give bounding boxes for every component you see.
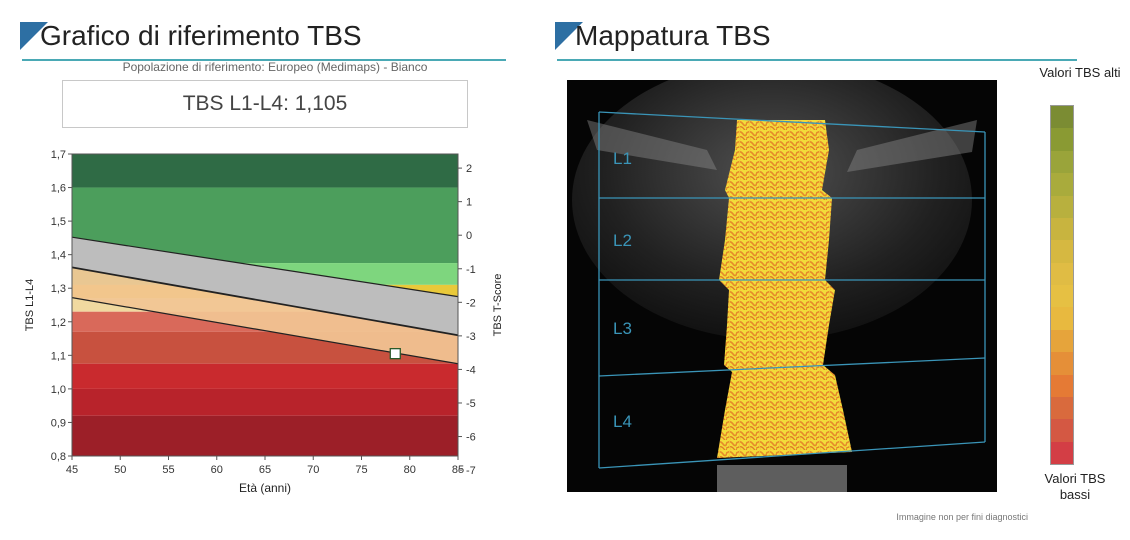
colorbar-segment — [1051, 173, 1073, 196]
vertebral-body-texture — [717, 120, 852, 458]
x-tick-label: 75 — [355, 464, 367, 476]
reference-line-mean — [71, 266, 459, 337]
reference-chart-title: Grafico di riferimento TBS — [40, 20, 362, 51]
tscore-band — [72, 388, 458, 416]
title-underline — [557, 59, 1077, 61]
rib-shadow — [587, 120, 717, 170]
y2-tick-label: -2 — [466, 297, 476, 309]
reference-upper-area — [72, 237, 458, 336]
colorbar-segment — [1051, 262, 1073, 285]
y2-tick-label: -7 — [466, 465, 476, 477]
colorbar-segment — [1051, 419, 1073, 442]
pelvis-shadow — [717, 465, 847, 492]
y-axis-label: TBS L1-L4 — [24, 279, 36, 332]
x-tick-label: 50 — [114, 464, 126, 476]
colorbar-segment — [1051, 217, 1073, 241]
colorbar-segment — [1051, 396, 1073, 420]
y-tick-label: 1,0 — [51, 384, 66, 396]
y2-tick-label: -4 — [466, 364, 476, 376]
patient-point-marker — [389, 348, 401, 360]
colorbar-segment — [1051, 352, 1073, 375]
tbs-colorbar — [1050, 105, 1074, 465]
colorbar-segment — [1051, 128, 1073, 151]
y-tick-label: 1,2 — [51, 317, 66, 329]
colorbar-segment — [1051, 195, 1073, 218]
y2-tick-label: -6 — [466, 432, 476, 444]
y2-axis-label: TBS T-Score — [492, 274, 504, 337]
x-axis-label: Età (anni) — [239, 481, 291, 495]
colorbar-segment — [1051, 441, 1073, 464]
y2-tick-label: 0 — [466, 230, 472, 242]
y2-tick-label: -5 — [466, 398, 476, 410]
title-underline — [22, 59, 506, 61]
y2-tick-label: 2 — [466, 163, 472, 175]
colorbar-segment — [1051, 240, 1073, 263]
vertebra-line — [598, 357, 986, 377]
colorbar-segment — [1051, 106, 1073, 129]
y-tick-label: 1,4 — [51, 250, 66, 262]
y-tick-label: 1,5 — [51, 216, 66, 228]
rib-shadow — [847, 120, 977, 172]
spine-image: L1 L2 L3 L4 — [567, 80, 997, 492]
tbs-reference-chart: 0,8 0,9 1,0 1,1 1,2 1,3 1,4 1,5 1,6 1,7 45 50 55 60 65… — [24, 149, 504, 495]
y-tick-label: 1,1 — [51, 350, 66, 362]
y-tick-label: 0,9 — [51, 417, 66, 429]
title-triangle-icon — [20, 22, 48, 50]
legend-low-label: Valori TBS bassi — [1044, 471, 1106, 502]
x-tick-label: 70 — [307, 464, 319, 476]
colorbar-segment — [1051, 285, 1073, 308]
colorbar-segment — [1051, 329, 1073, 353]
reference-line-upper — [71, 236, 459, 298]
reference-chart-header: Grafico di riferimento TBS — [0, 18, 520, 61]
reference-lower-area — [72, 267, 458, 364]
colorbar-segment — [1051, 307, 1073, 330]
tscore-band — [72, 415, 458, 456]
colorbar-segment — [1051, 374, 1073, 397]
x-tick-label: 45 — [66, 464, 78, 476]
reference-population-subtitle: Popolazione di riferimento: Europeo (Med… — [122, 60, 428, 74]
vertebra-label-l3: L3 — [613, 319, 632, 338]
tbs-map-title: Mappatura TBS — [575, 20, 771, 51]
legend-high-label: Valori TBS alti — [1039, 65, 1121, 80]
tbs-map-header: Mappatura TBS — [535, 18, 1095, 61]
vertebra-label-l2: L2 — [613, 231, 632, 250]
y2-tick-label: -3 — [466, 331, 476, 343]
tbs-value-box: TBS L1-L4: 1,105 — [62, 80, 468, 128]
y-tick-label: 1,3 — [51, 283, 66, 295]
y2-tick-label: 1 — [466, 197, 472, 209]
tbs-spine-scan: L1 L2 L3 L4 — [567, 80, 997, 492]
vertebra-line — [598, 111, 986, 133]
title-triangle-icon — [555, 22, 583, 50]
tscore-band — [72, 363, 458, 389]
y-tick-label: 1,6 — [51, 183, 66, 195]
y2-tick-label: -1 — [466, 264, 476, 276]
x-tick-label: 60 — [211, 464, 223, 476]
y-tick-label: 0,8 — [51, 451, 66, 463]
x-tick-label: 55 — [162, 464, 174, 476]
x-tick-label: 80 — [404, 464, 416, 476]
vertebra-grid — [598, 111, 986, 469]
y-tick-label: 1,7 — [51, 149, 66, 161]
colorbar-segment — [1051, 150, 1073, 174]
x-tick-label: 65 — [259, 464, 271, 476]
tscore-band — [72, 154, 458, 188]
vertebra-label-l1: L1 — [613, 149, 632, 168]
vertebra-line — [598, 441, 986, 469]
vertebra-label-l4: L4 — [613, 412, 632, 431]
diagnostic-disclaimer: Immagine non per fini diagnostici — [896, 512, 1028, 522]
